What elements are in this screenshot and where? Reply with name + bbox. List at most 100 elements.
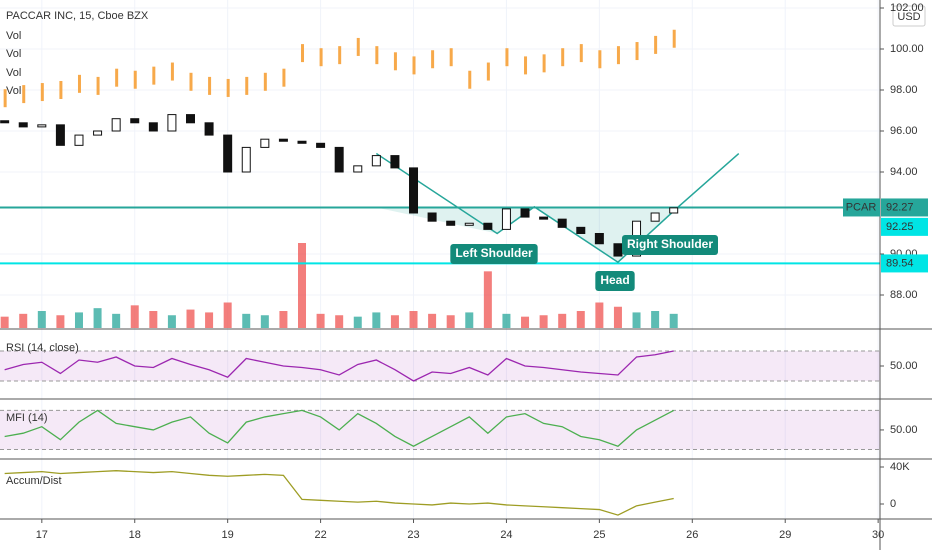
overlay-bar bbox=[375, 46, 379, 65]
overlay-bar bbox=[598, 50, 602, 69]
candle bbox=[427, 212, 437, 222]
annotation-label: Right Shoulder bbox=[627, 237, 713, 251]
annotation-label: Left Shoulder bbox=[455, 246, 533, 260]
volume-bar bbox=[316, 313, 325, 328]
y-tick-label: 96.00 bbox=[890, 125, 918, 137]
overlay-bar bbox=[77, 74, 81, 93]
y-tick-label: 0 bbox=[890, 498, 896, 510]
overlay-bar bbox=[115, 68, 119, 87]
volume-bar bbox=[632, 312, 641, 328]
candle bbox=[278, 138, 288, 142]
volume-bar bbox=[279, 311, 288, 328]
overlay-bar bbox=[282, 68, 286, 87]
overlay-bar bbox=[319, 48, 323, 67]
volume-bar bbox=[372, 312, 381, 328]
x-tick-label: 30 bbox=[872, 529, 884, 541]
annotation-box bbox=[450, 244, 538, 264]
candle bbox=[297, 140, 307, 144]
candle bbox=[111, 118, 121, 132]
candle bbox=[241, 146, 251, 173]
overlay-bar bbox=[22, 85, 26, 104]
volume-bar bbox=[0, 316, 9, 328]
y-tick-label: 40K bbox=[890, 461, 910, 473]
volume-bar bbox=[298, 243, 307, 328]
overlay-bar bbox=[170, 62, 174, 81]
candle bbox=[594, 232, 604, 245]
y-tick-label: 102.00 bbox=[890, 2, 924, 14]
candle bbox=[18, 122, 28, 128]
x-tick-label: 17 bbox=[36, 529, 48, 541]
volume-bar bbox=[390, 315, 399, 328]
volume-bar bbox=[93, 308, 102, 328]
volume-bar bbox=[19, 313, 28, 328]
overlay-bar bbox=[468, 70, 472, 89]
candle bbox=[185, 114, 195, 124]
candle bbox=[464, 222, 474, 226]
candle bbox=[557, 218, 567, 228]
candle bbox=[520, 208, 530, 218]
chart-title: PACCAR INC, 15, Cboe BZX bbox=[6, 10, 149, 22]
x-tick-label: 19 bbox=[222, 529, 234, 541]
x-tick-label: 23 bbox=[407, 529, 419, 541]
currency-box[interactable] bbox=[892, 5, 926, 27]
volume-bar bbox=[428, 313, 437, 328]
volume-bar bbox=[223, 302, 232, 328]
overlay-bar bbox=[301, 44, 305, 63]
price-label-box bbox=[881, 254, 928, 273]
volume-bar bbox=[613, 306, 622, 328]
overlay-bar bbox=[542, 54, 546, 73]
volume-bar bbox=[669, 313, 678, 328]
volume-bar bbox=[260, 315, 269, 328]
overlay-bar bbox=[524, 56, 528, 75]
candle bbox=[55, 124, 65, 146]
band bbox=[0, 410, 880, 450]
annotation-label: Head bbox=[600, 273, 629, 287]
candle bbox=[576, 226, 586, 234]
volume-bar bbox=[74, 312, 83, 328]
overlay-bar bbox=[263, 72, 267, 91]
y-tick-label: 100.00 bbox=[890, 43, 924, 55]
overlay-bar bbox=[579, 44, 583, 63]
candle bbox=[446, 220, 456, 226]
volume-bar bbox=[502, 313, 511, 328]
volume-bar bbox=[167, 315, 176, 328]
volume-bar bbox=[335, 315, 344, 328]
candle bbox=[37, 124, 47, 128]
price-label-box bbox=[881, 198, 928, 217]
annotation-box bbox=[622, 235, 718, 255]
volume-bar bbox=[483, 271, 492, 328]
volume-bar bbox=[558, 313, 567, 328]
candle bbox=[613, 243, 623, 257]
volume-bar bbox=[576, 311, 585, 328]
volume-bar bbox=[446, 315, 455, 328]
legend-item: Vol bbox=[6, 85, 21, 97]
candle bbox=[390, 155, 400, 169]
overlay-bar bbox=[59, 80, 63, 99]
x-tick-label: 29 bbox=[779, 529, 791, 541]
overlay-bar bbox=[486, 62, 490, 81]
pane-title: RSI (14, close) bbox=[6, 342, 79, 354]
candle bbox=[130, 118, 140, 124]
candle bbox=[409, 167, 419, 214]
overlay-bar bbox=[40, 83, 44, 102]
overlay-bar bbox=[412, 56, 416, 75]
volume-bar bbox=[205, 312, 214, 328]
mfi-line bbox=[4, 409, 675, 447]
overlay-bar bbox=[96, 76, 100, 95]
candle bbox=[148, 122, 158, 132]
y-tick-label: 50.00 bbox=[890, 360, 918, 372]
overlay-bar bbox=[338, 46, 342, 65]
candle bbox=[260, 138, 270, 148]
plot: Left Shoulder Head Right Shoulder bbox=[0, 29, 880, 516]
overlay-bar bbox=[449, 48, 453, 67]
overlay-bar bbox=[561, 48, 565, 67]
pattern-line bbox=[375, 152, 740, 264]
x-tick-label: 22 bbox=[314, 529, 326, 541]
rsi-line bbox=[4, 350, 674, 382]
price-label: 92.27 bbox=[886, 201, 914, 213]
candle bbox=[316, 142, 326, 148]
candle bbox=[669, 207, 679, 214]
y-tick-label: 98.00 bbox=[890, 84, 918, 96]
x-tick-label: 24 bbox=[500, 529, 512, 541]
